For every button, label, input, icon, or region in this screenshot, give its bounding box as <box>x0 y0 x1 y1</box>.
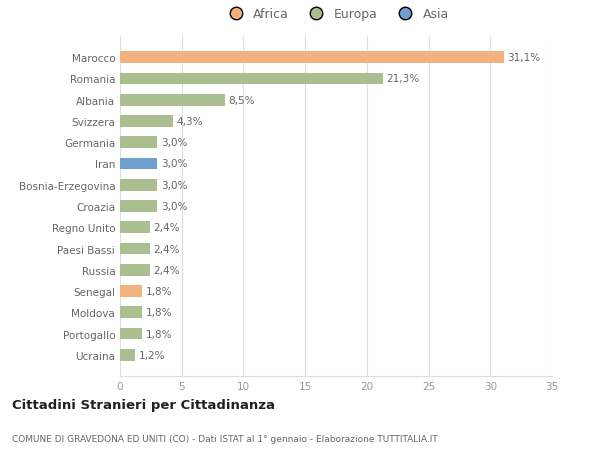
Bar <box>120 116 173 128</box>
Text: 2,4%: 2,4% <box>154 244 180 254</box>
Text: 31,1%: 31,1% <box>508 53 541 63</box>
Text: COMUNE DI GRAVEDONA ED UNITI (CO) - Dati ISTAT al 1° gennaio - Elaborazione TUTT: COMUNE DI GRAVEDONA ED UNITI (CO) - Dati… <box>12 434 438 442</box>
Bar <box>120 73 383 85</box>
Bar <box>120 222 149 234</box>
Text: 1,8%: 1,8% <box>146 329 172 339</box>
Text: 3,0%: 3,0% <box>161 159 187 169</box>
Text: 8,5%: 8,5% <box>229 95 255 106</box>
Bar <box>120 52 504 64</box>
Text: 1,8%: 1,8% <box>146 286 172 297</box>
Bar <box>120 285 142 297</box>
Text: 1,8%: 1,8% <box>146 308 172 318</box>
Bar <box>120 137 157 149</box>
Text: 3,0%: 3,0% <box>161 180 187 190</box>
Bar <box>120 328 142 340</box>
Bar <box>120 349 135 361</box>
Text: 2,4%: 2,4% <box>154 265 180 275</box>
Bar <box>120 243 149 255</box>
Bar <box>120 307 142 319</box>
Text: 3,0%: 3,0% <box>161 138 187 148</box>
Bar <box>120 95 225 106</box>
Text: 3,0%: 3,0% <box>161 202 187 212</box>
Bar <box>120 201 157 213</box>
Text: 21,3%: 21,3% <box>386 74 420 84</box>
Text: Cittadini Stranieri per Cittadinanza: Cittadini Stranieri per Cittadinanza <box>12 398 275 412</box>
Legend: Africa, Europa, Asia: Africa, Europa, Asia <box>221 6 452 24</box>
Text: 1,2%: 1,2% <box>139 350 165 360</box>
Bar <box>120 264 149 276</box>
Bar <box>120 179 157 191</box>
Text: 2,4%: 2,4% <box>154 223 180 233</box>
Text: 4,3%: 4,3% <box>177 117 203 127</box>
Bar <box>120 158 157 170</box>
